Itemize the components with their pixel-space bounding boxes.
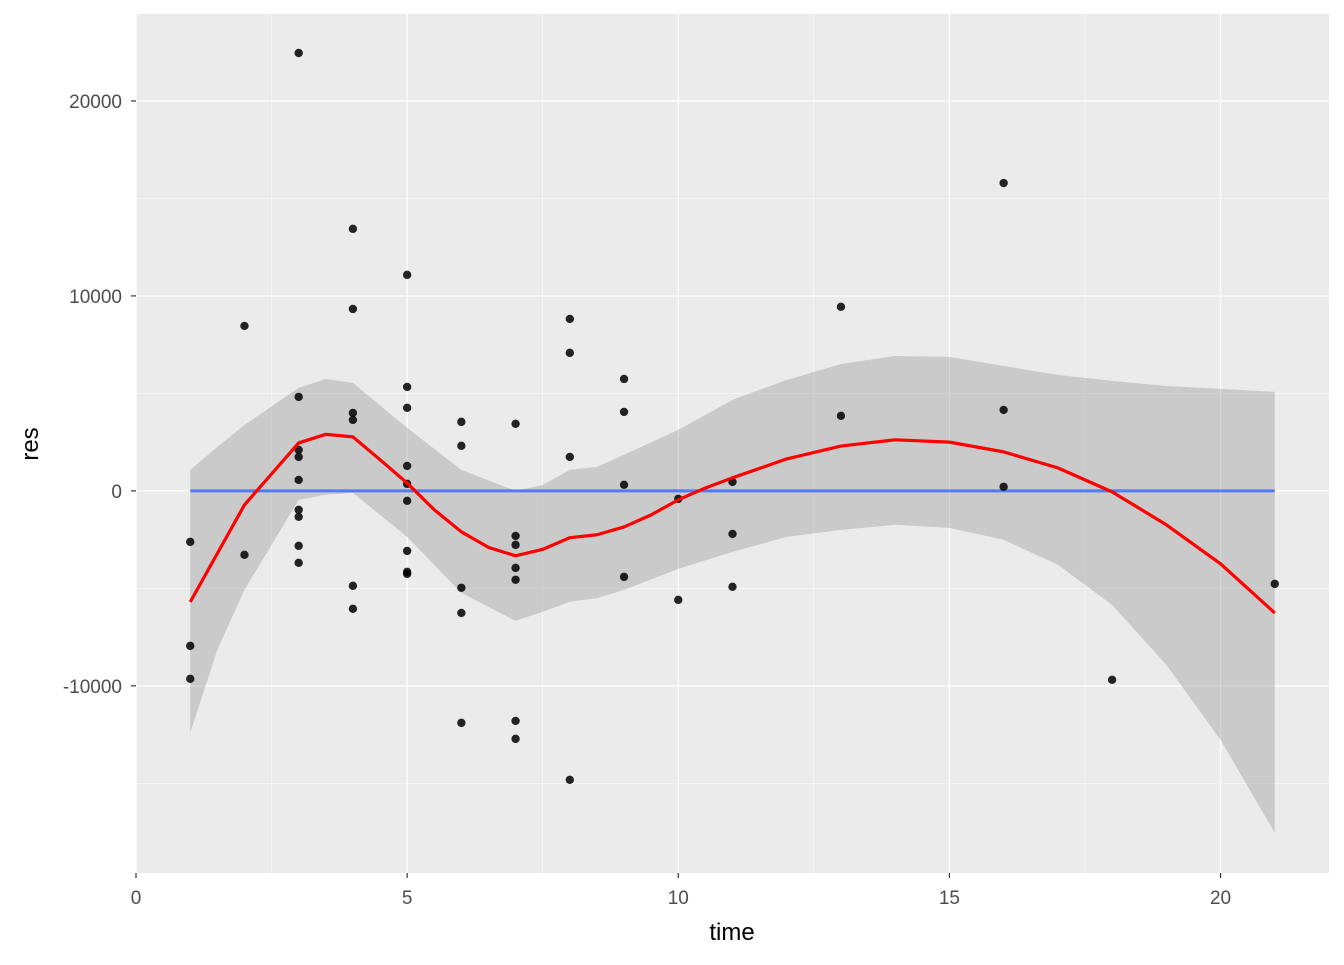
- data-point: [836, 411, 846, 421]
- data-point: [511, 563, 520, 573]
- data-point: [619, 480, 629, 490]
- data-point: [457, 417, 466, 427]
- data-point: [619, 407, 629, 417]
- x-tick-label: 10: [668, 888, 689, 909]
- x-tick-label: 15: [939, 888, 960, 909]
- data-point: [457, 608, 466, 618]
- data-point: [402, 461, 412, 471]
- data-point: [565, 775, 575, 785]
- data-point: [402, 569, 412, 579]
- y-tick-label: 10000: [69, 287, 122, 308]
- data-point: [294, 505, 303, 514]
- data-point: [511, 575, 520, 584]
- data-point: [511, 540, 520, 550]
- data-point: [240, 550, 249, 560]
- data-point: [565, 452, 575, 462]
- data-point: [294, 475, 303, 485]
- data-point: [1270, 579, 1279, 589]
- data-point: [1107, 675, 1117, 684]
- y-tick-label: 20000: [69, 92, 122, 113]
- data-point: [294, 558, 303, 568]
- data-point: [999, 482, 1008, 491]
- data-point: [402, 382, 412, 392]
- data-point: [294, 392, 303, 402]
- data-point: [294, 541, 303, 551]
- data-point: [348, 581, 358, 591]
- data-point: [511, 716, 520, 726]
- x-tick-label: 20: [1210, 888, 1231, 909]
- data-point: [348, 415, 358, 425]
- x-tick-label: 0: [131, 888, 142, 909]
- data-point: [294, 48, 303, 58]
- data-point: [511, 734, 520, 744]
- y-tick-label: -10000: [63, 677, 122, 698]
- loess-curve-group: [188, 432, 1276, 615]
- data-point: [348, 408, 358, 418]
- data-point: [294, 512, 303, 522]
- data-point: [348, 604, 358, 614]
- data-point: [348, 304, 358, 314]
- data-point: [457, 441, 466, 451]
- data-point: [294, 445, 303, 455]
- panel-background: [136, 14, 1329, 873]
- data-point: [999, 178, 1008, 188]
- data-point: [348, 224, 358, 234]
- data-point: [402, 270, 412, 280]
- data-point: [619, 374, 629, 384]
- data-point: [728, 582, 737, 591]
- data-point: [457, 718, 466, 728]
- data-point: [836, 302, 846, 312]
- data-points: [186, 48, 1279, 785]
- y-axis-label: res: [17, 427, 44, 460]
- x-axis-label: time: [709, 919, 754, 946]
- confidence-ribbon-group: [190, 355, 1275, 833]
- data-point: [511, 419, 520, 429]
- data-point: [565, 314, 575, 324]
- data-point: [402, 496, 412, 506]
- confidence-ribbon: [190, 355, 1275, 833]
- data-point: [240, 321, 249, 331]
- data-point: [402, 403, 412, 413]
- loess-curve: [188, 432, 1276, 615]
- data-point: [457, 583, 466, 592]
- data-point: [619, 572, 629, 582]
- data-point: [565, 348, 575, 358]
- data-point: [674, 595, 683, 605]
- data-point: [186, 674, 195, 684]
- data-point: [186, 641, 195, 651]
- data-point: [511, 531, 520, 541]
- data-point: [294, 452, 303, 462]
- data-point: [402, 546, 412, 556]
- y-tick-label: 0: [111, 482, 122, 503]
- axes: 0 5 10 15 20 20000 10000 0 -10000: [63, 92, 1231, 909]
- data-point: [999, 405, 1008, 415]
- data-point: [186, 537, 195, 547]
- x-tick-label: 5: [402, 888, 413, 909]
- data-point: [728, 529, 737, 539]
